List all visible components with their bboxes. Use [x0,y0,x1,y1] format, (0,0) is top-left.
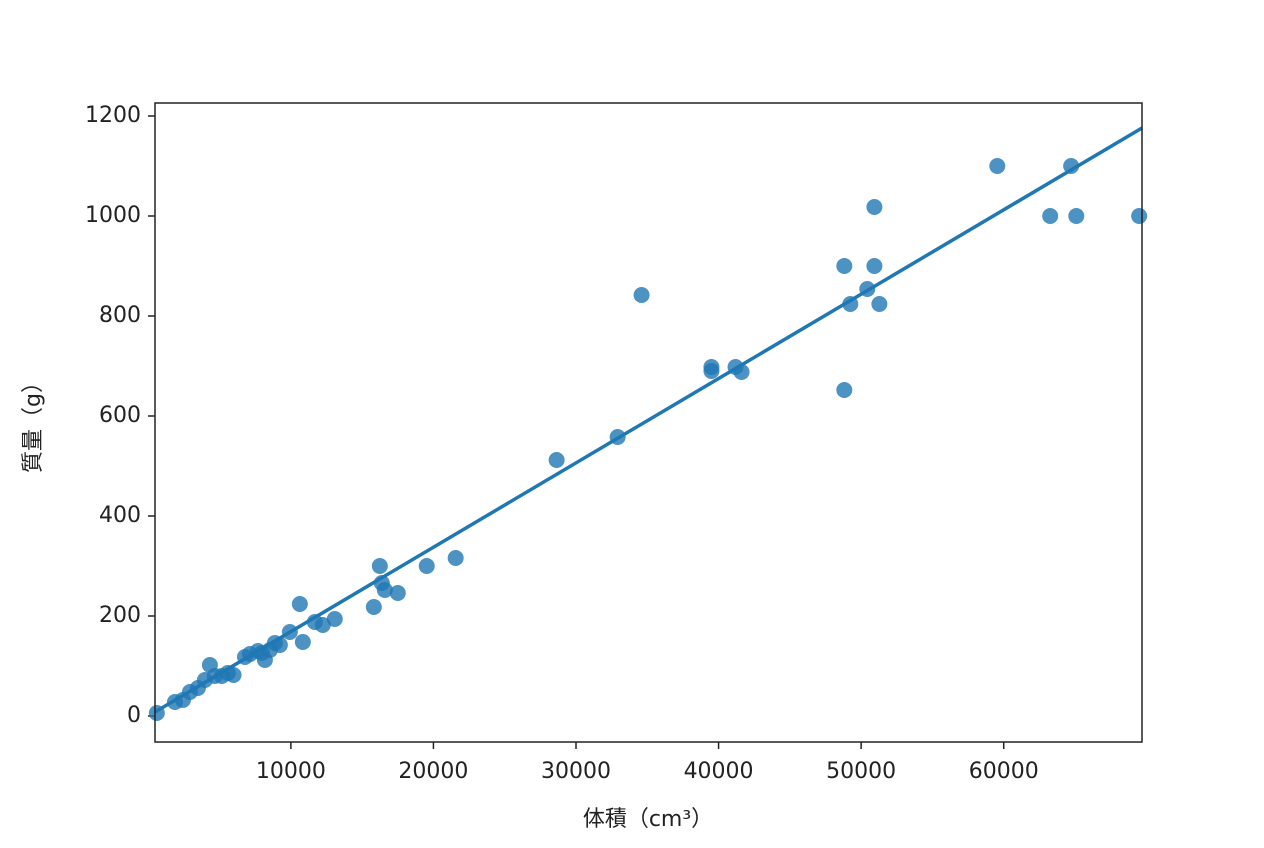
point [1063,158,1080,174]
plot-frame [154,102,1143,743]
y-tick-label: 600 [99,403,141,428]
y-tick-label: 1200 [85,103,141,128]
point [633,287,650,303]
point [703,363,720,379]
y-tick-label: 800 [99,303,141,328]
x-axis-label: 体積（cm³） [583,807,713,832]
point [389,585,406,601]
point [989,158,1006,174]
x-tick-label: 10000 [256,759,326,784]
x-tick-label: 50000 [826,759,896,784]
point [1131,208,1148,224]
point [376,582,393,598]
point [225,667,242,683]
point [314,617,331,633]
point [365,599,382,615]
point [326,611,343,627]
x-tick-label: 20000 [398,759,468,784]
point [548,452,565,468]
point [866,258,883,274]
point [1042,208,1059,224]
x-tick-label: 60000 [969,759,1039,784]
point [866,199,883,215]
point [418,558,435,574]
y-tick-label: 0 [127,703,141,728]
x-tick-label: 40000 [684,759,754,784]
point [447,550,464,566]
point [291,596,308,612]
point [1068,208,1085,224]
y-tick-label: 200 [99,603,141,628]
y-tick-label: 400 [99,503,141,528]
x-tick-label: 30000 [541,759,611,784]
y-tick-label: 1000 [85,203,141,228]
point [836,382,853,398]
point [371,558,388,574]
point [871,296,888,312]
point [294,634,311,650]
point [836,258,853,274]
y-axis-label: 質量（g） [21,371,46,473]
trend-line [154,126,1143,714]
